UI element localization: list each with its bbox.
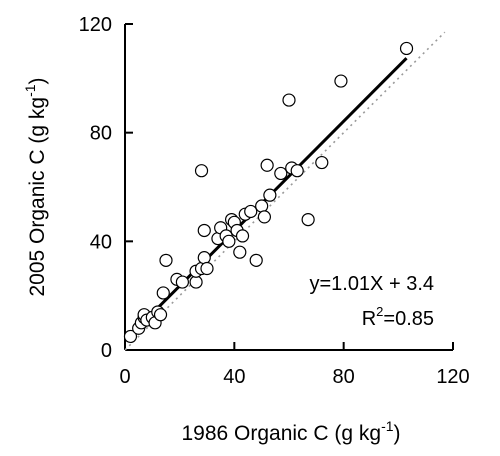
data-point <box>156 286 170 300</box>
data-point <box>290 164 304 178</box>
x-ticks: 0 40 80 120 <box>119 342 470 388</box>
data-point <box>189 275 203 289</box>
x-axis-title-close: ) <box>394 422 401 445</box>
data-point <box>175 275 189 289</box>
x-tick-label: 80 <box>333 366 355 388</box>
r2-prefix: R <box>362 308 376 330</box>
y-tick-label: 120 <box>79 14 112 36</box>
x-tick-label: 0 <box>119 366 130 388</box>
data-point <box>197 251 211 265</box>
y-ticks: 0 40 80 120 <box>79 14 133 362</box>
y-tick-label: 40 <box>90 231 112 253</box>
data-point <box>249 253 263 267</box>
x-tick-label: 40 <box>223 366 245 388</box>
data-point <box>263 188 277 202</box>
data-point <box>123 329 138 344</box>
y-tick-label: 0 <box>101 340 112 362</box>
data-point <box>159 253 173 267</box>
plot-area: 0 40 80 120 0 40 80 120 <box>79 14 470 388</box>
data-point <box>233 245 247 259</box>
data-point <box>399 41 414 56</box>
data-point <box>255 199 269 213</box>
r-squared-label: R2=0.85 <box>362 304 434 330</box>
data-point <box>153 308 168 322</box>
data-point <box>334 74 348 88</box>
x-axis-title-main: 1986 Organic C (g kg <box>181 422 381 445</box>
y-axis-title-main: 2005 Organic C (g kg <box>26 97 49 297</box>
data-point <box>315 155 329 170</box>
data-point <box>274 166 288 181</box>
r2-exponent: 2 <box>376 304 383 319</box>
data-point <box>244 204 258 219</box>
one-to-one-reference-line <box>124 31 446 351</box>
data-point <box>235 229 250 243</box>
x-tick-label: 120 <box>436 366 469 388</box>
data-point <box>257 210 271 224</box>
data-point <box>260 158 274 172</box>
regression-equation: y=1.01X + 3.4 <box>309 273 434 295</box>
y-axis-title-close: ) <box>26 77 49 84</box>
x-axis-title-exponent: -1 <box>381 418 394 434</box>
data-point <box>301 213 315 227</box>
x-axis-title: 1986 Organic C (g kg-1) <box>181 418 400 445</box>
y-axis-title: 2005 Organic C (g kg-1) <box>22 77 49 296</box>
data-points <box>123 41 414 344</box>
r2-suffix: =0.85 <box>383 308 434 330</box>
data-point <box>282 93 296 107</box>
y-axis-title-exponent: -1 <box>22 84 38 97</box>
data-point <box>222 234 236 248</box>
data-point <box>200 261 214 276</box>
data-point <box>197 223 211 238</box>
y-tick-label: 80 <box>90 123 112 145</box>
data-point <box>194 164 209 178</box>
